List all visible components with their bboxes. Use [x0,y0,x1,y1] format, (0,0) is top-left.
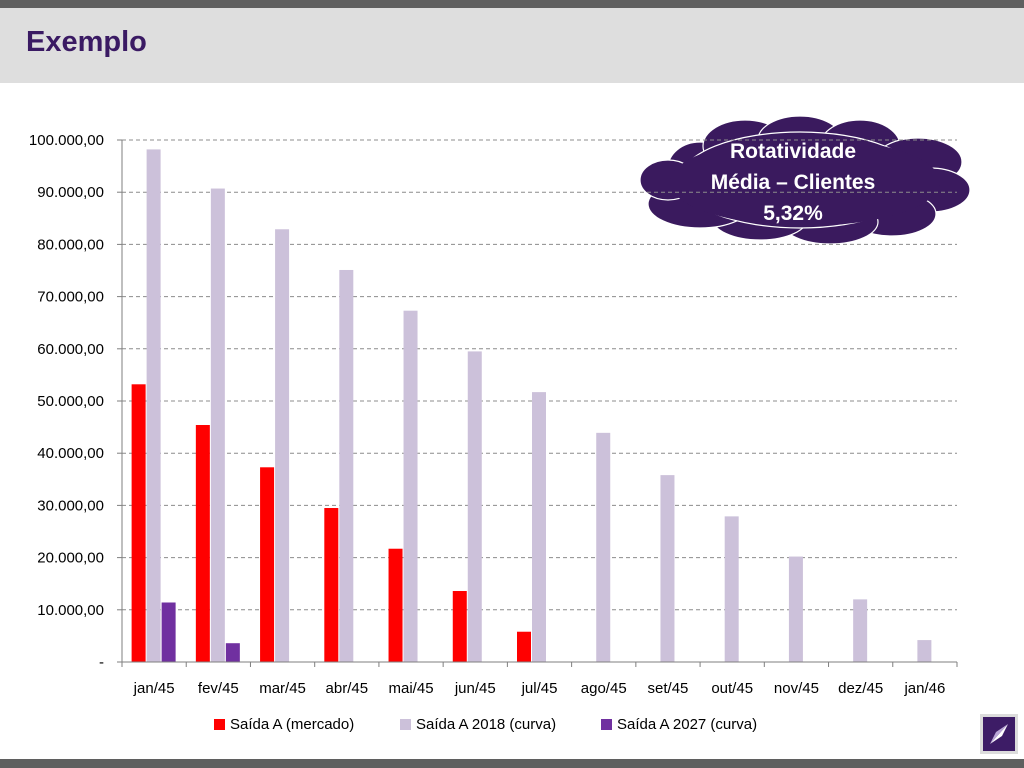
x-tick-label: fev/45 [198,680,239,697]
y-tick-label: 50.000,00 [37,393,104,410]
bar-2018 [467,351,482,662]
legend-item-mercado: Saída A (mercado) [214,716,354,733]
x-tick-label: ago/45 [581,680,627,697]
bar-mercado [195,425,210,662]
x-tick-label: jan/45 [133,680,175,697]
bar-2018 [532,392,546,662]
company-logo [980,714,1018,754]
y-tick-label: 80.000,00 [37,236,104,253]
page-title: Exemplo [26,26,147,58]
bar-2027 [225,643,240,662]
x-tick-label: dez/45 [838,680,883,697]
y-tick-label: 10.000,00 [37,602,104,619]
legend-item-2027: Saída A 2027 (curva) [601,716,757,733]
bar-mercado [260,467,275,662]
callout-line-1: Rotatividade [729,140,857,163]
bar-2018 [788,556,803,662]
y-tick-label: - [99,654,104,671]
legend-label-2018: Saída A 2018 (curva) [416,716,557,733]
y-tick-label: 90.000,00 [37,184,104,201]
bar-2018 [146,149,161,662]
bar-2018 [403,310,418,662]
legend-item-2018: Saída A 2018 (curva) [400,716,556,733]
y-tick-label: 40.000,00 [37,445,104,462]
bar-2027 [161,602,176,662]
bar-2018 [917,640,932,662]
bar-2018 [853,599,868,662]
title-band [0,8,1024,83]
bar-mercado [131,384,146,662]
callout-line-2: Média – Clientes [710,171,876,194]
bar-2018 [724,516,739,662]
x-tick-label: mar/45 [259,680,306,697]
bar-2018 [275,229,290,662]
x-tick-label: jun/45 [454,680,496,697]
top-rule [0,0,1024,8]
bar-mercado [324,508,339,662]
y-tick-label: 30.000,00 [37,497,104,514]
bar-2018 [660,475,675,662]
x-tick-label: jul/45 [521,680,558,697]
callout-cloud [639,115,971,245]
bar-mercado [388,548,403,662]
bar-2018 [596,432,611,662]
chart-legend: Saída A (mercado) Saída A 2018 (curva) S… [0,716,1024,738]
x-tick-label: nov/45 [774,680,819,697]
legend-swatch-2027 [601,719,612,730]
legend-label-2027: Saída A 2027 (curva) [617,716,758,733]
bar-mercado [517,631,531,662]
x-tick-label: set/45 [648,680,689,697]
bar-mercado [452,591,467,662]
bar-2018 [210,188,225,662]
x-tick-label: mai/45 [389,680,434,697]
callout-text: Rotatividade Média – Clientes 5,32% [676,136,910,229]
x-tick-label: jan/46 [903,680,945,697]
x-tick-label: out/45 [711,680,753,697]
x-tick-label: abr/45 [326,680,369,697]
bottom-rule [0,759,1024,768]
bar-chart: - 10.000,00 20.000,00 30.000,00 40.000,00 50.… [29,115,971,697]
y-tick-label: 60.000,00 [37,341,104,358]
y-tick-label: 70.000,00 [37,289,104,306]
y-tick-label: 100.000,00 [29,132,104,149]
legend-swatch-mercado [214,719,225,730]
callout-line-3: 5,32% [763,202,823,225]
legend-swatch-2018 [400,719,411,730]
y-tick-label: 20.000,00 [37,550,104,567]
legend-label-mercado: Saída A (mercado) [230,716,355,733]
bar-2018 [339,269,354,662]
